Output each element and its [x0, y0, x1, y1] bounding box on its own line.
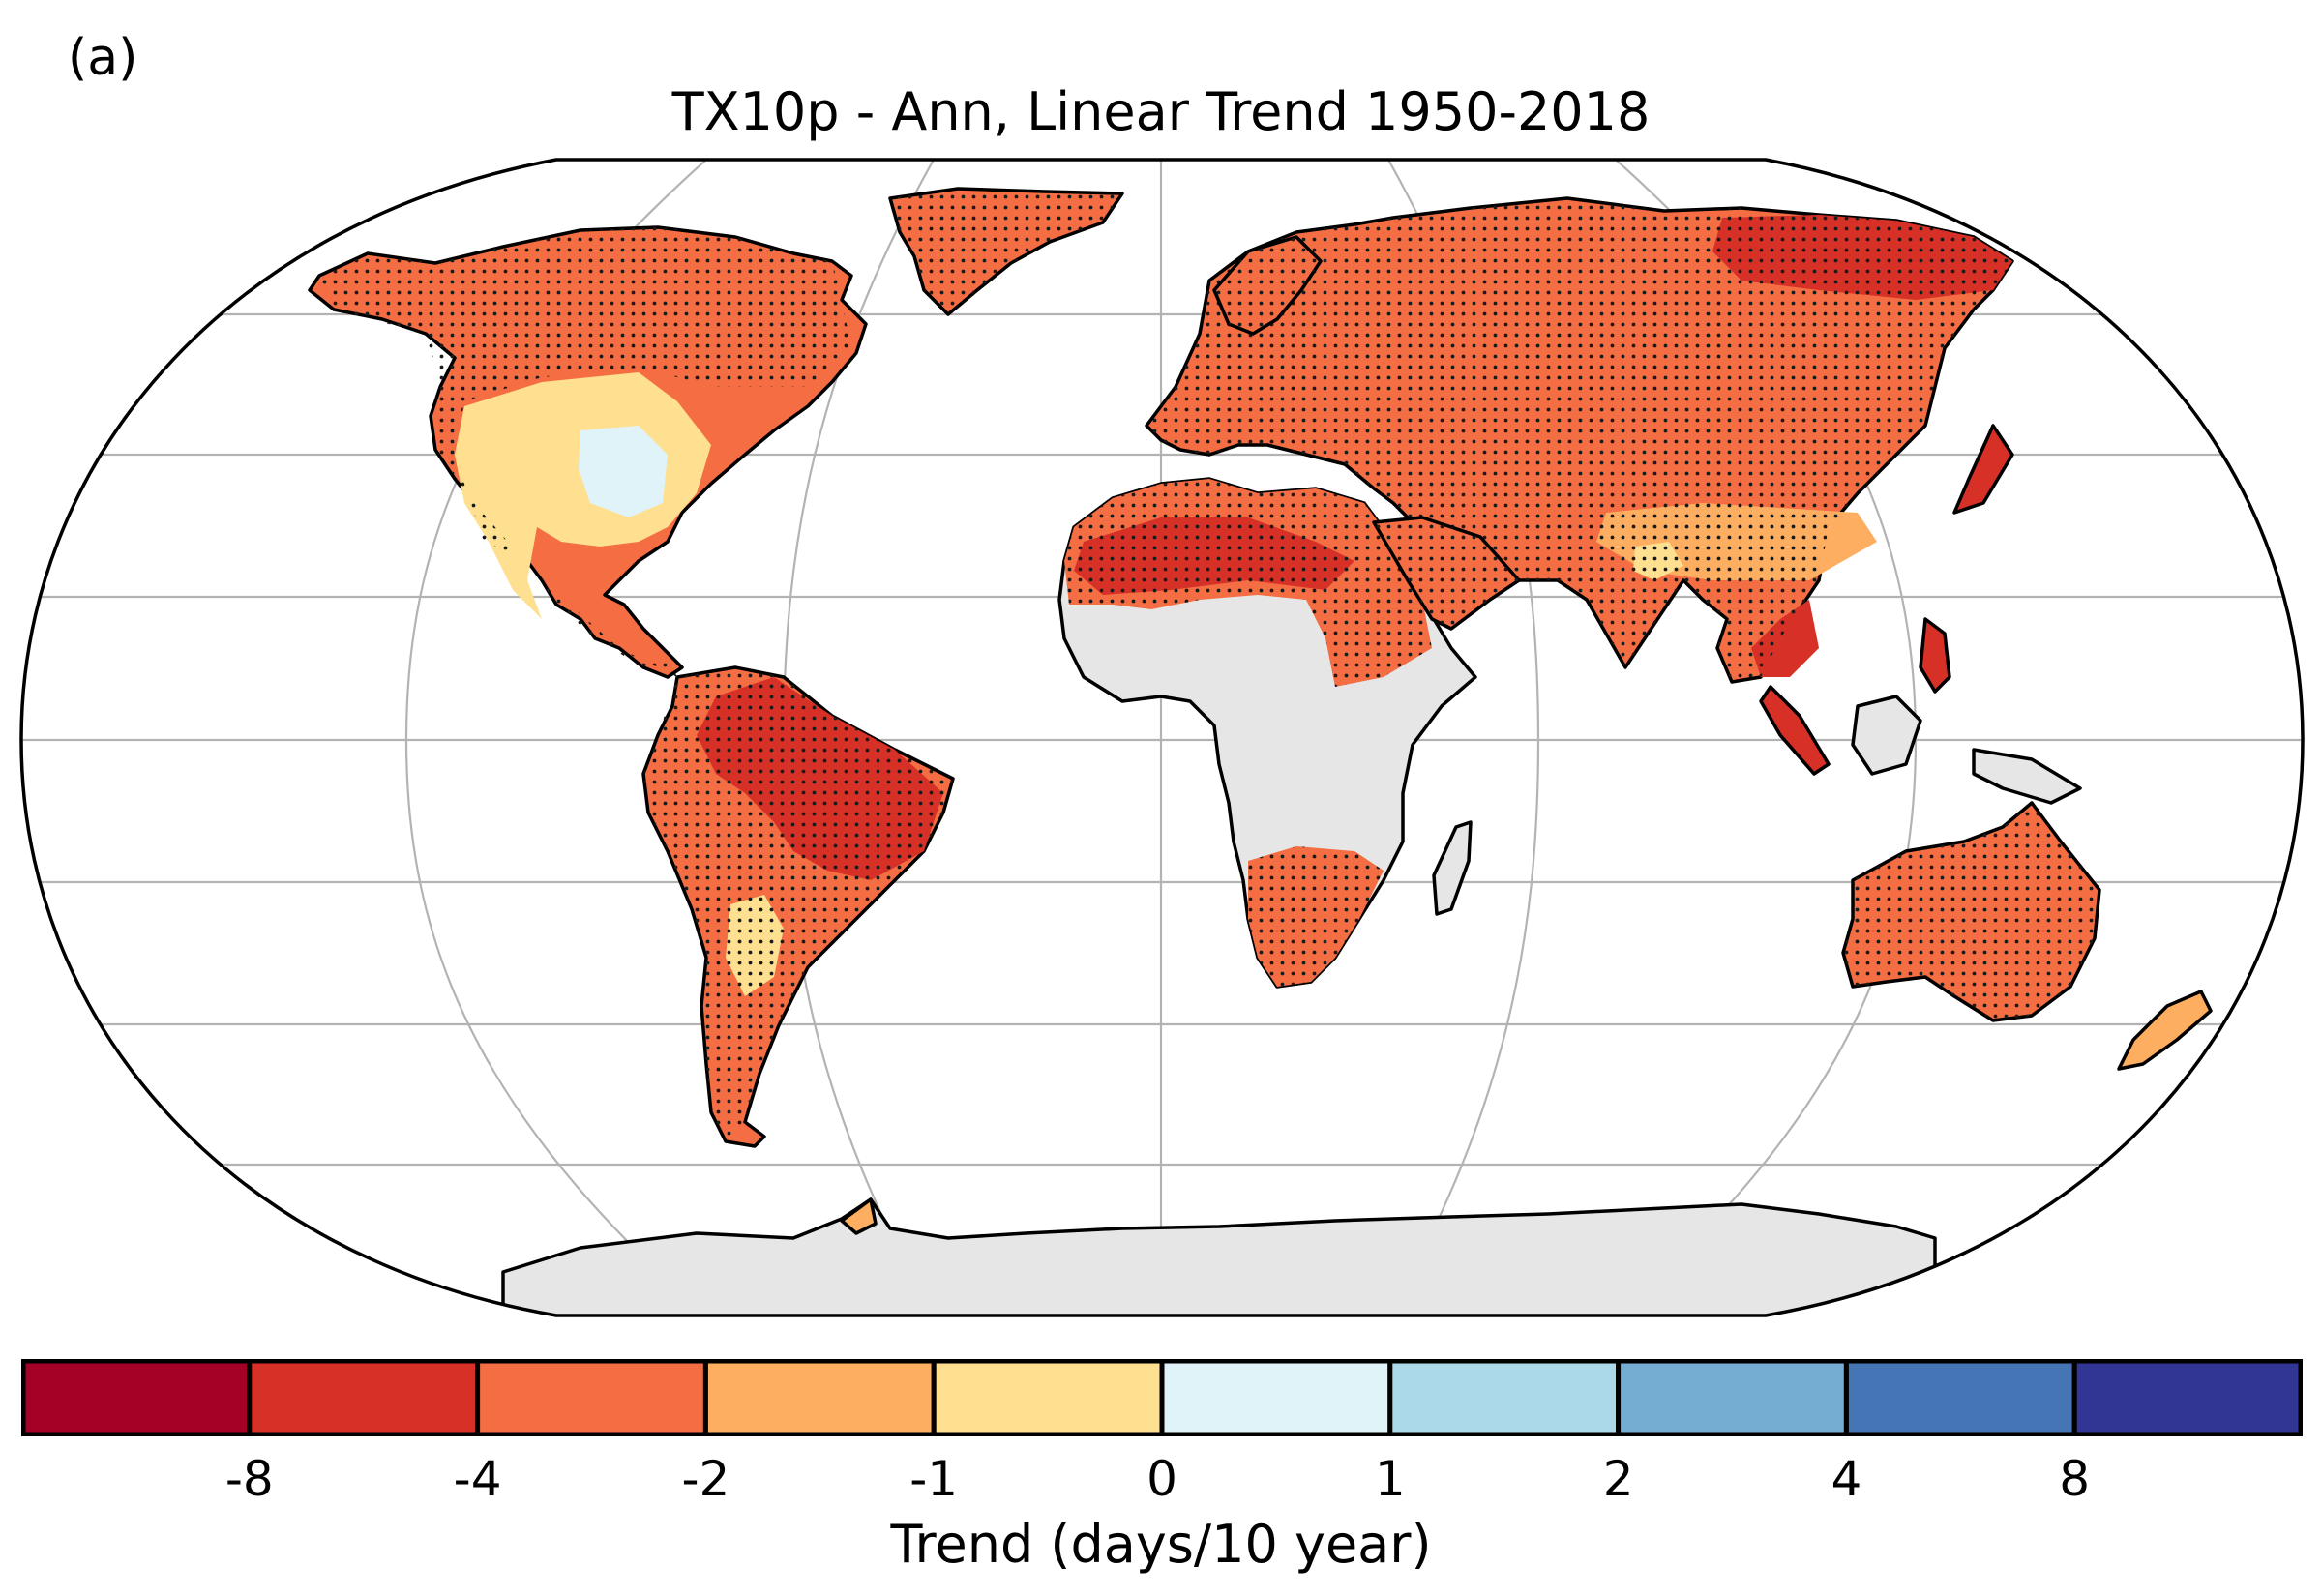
colorbar-bin: [475, 1359, 708, 1436]
colorbar-tick-label: 4: [1831, 1451, 1862, 1507]
globe-outline: [19, 158, 2305, 1317]
colorbar-bin: [247, 1359, 481, 1436]
colorbar-bin: [702, 1359, 937, 1436]
new-zealand: [2117, 990, 2213, 1071]
africa-stipple-south: [1248, 846, 1384, 987]
region-africa: [1057, 477, 1477, 989]
colorbar-tick-label: -4: [453, 1451, 502, 1507]
scandinavia-stipple: [1214, 237, 1321, 334]
colorbar-label: Trend (days/10 year): [890, 1514, 1432, 1575]
north-america-midwest: [579, 426, 668, 517]
sumatra: [1759, 685, 1831, 776]
colorbar-bin: [1387, 1359, 1622, 1436]
colorbar-tick-label: 1: [1374, 1451, 1406, 1507]
north-america-stipple: [319, 227, 851, 677]
colorbar-tick-label: 0: [1146, 1451, 1177, 1507]
colorbar-tick-label: 8: [2059, 1451, 2091, 1507]
colorbar-tick-label: -2: [681, 1451, 730, 1507]
greenland-stipple: [890, 189, 1122, 314]
colorbar: [21, 1359, 2303, 1436]
philippines: [1919, 617, 1951, 694]
colorbar-bin: [21, 1359, 253, 1436]
region-south-america: [641, 665, 955, 1148]
africa-stipple-north: [1064, 479, 1432, 687]
colorbar-tick-label: -8: [224, 1451, 274, 1507]
colorbar-bin: [1616, 1359, 1849, 1436]
colorbar-outline: [21, 1359, 2303, 1436]
colorbar-bin: [2071, 1359, 2303, 1436]
eurasia-stipple: [1146, 198, 2012, 682]
map-title: TX10p - Ann, Linear Trend 1950-2018: [671, 81, 1651, 142]
antarctic-peninsula: [840, 1197, 878, 1235]
antarctica: [501, 1197, 1937, 1315]
world-map: [19, 158, 2305, 1317]
borneo: [1851, 695, 1922, 776]
japan: [1952, 424, 2014, 515]
region-north-america: [308, 225, 868, 679]
continents: [308, 187, 2213, 1315]
south-america-stipple: [643, 667, 953, 1141]
new-guinea: [1972, 748, 2082, 805]
panel-label: (a): [68, 29, 138, 87]
colorbar-bin: [1159, 1359, 1393, 1436]
madagascar: [1432, 820, 1473, 916]
region-eurasia: [1145, 196, 2014, 684]
colorbar-tick-label: 2: [1602, 1451, 1634, 1507]
colorbar-bin: [1843, 1359, 2077, 1436]
colorbar-bin: [931, 1359, 1165, 1436]
colorbar-tick-label: -1: [909, 1451, 959, 1507]
australia-stipple: [1843, 803, 2099, 1020]
arabia-stipple: [1374, 517, 1519, 629]
